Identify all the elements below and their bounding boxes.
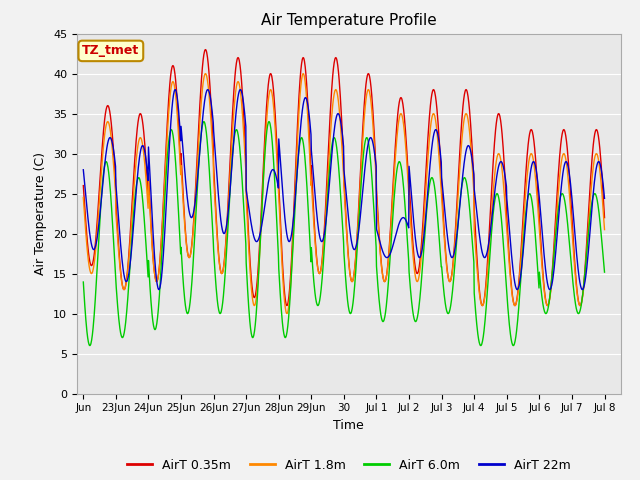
- AirT 1.8m: [510, 301, 518, 307]
- AirT 1.8m: [202, 71, 209, 76]
- AirT 6.0m: [285, 316, 292, 322]
- AirT 0.35m: [424, 135, 432, 141]
- AirT 6.0m: [601, 269, 609, 275]
- AirT 22m: [424, 188, 432, 193]
- AirT 22m: [284, 237, 292, 243]
- AirT 6.0m: [424, 192, 432, 197]
- Line: AirT 22m: AirT 22m: [83, 90, 605, 289]
- AirT 22m: [79, 167, 87, 173]
- AirT 6.0m: [510, 342, 518, 348]
- Line: AirT 6.0m: AirT 6.0m: [83, 121, 605, 346]
- X-axis label: Time: Time: [333, 419, 364, 432]
- Line: AirT 1.8m: AirT 1.8m: [83, 73, 605, 313]
- AirT 6.0m: [195, 161, 203, 167]
- Text: TZ_tmet: TZ_tmet: [82, 44, 140, 58]
- AirT 1.8m: [298, 80, 305, 85]
- AirT 0.35m: [202, 47, 209, 52]
- AirT 0.35m: [297, 67, 305, 73]
- Title: Air Temperature Profile: Air Temperature Profile: [261, 13, 436, 28]
- AirT 1.8m: [555, 182, 563, 188]
- AirT 6.0m: [79, 279, 87, 285]
- AirT 6.0m: [86, 343, 93, 348]
- AirT 0.35m: [510, 300, 518, 306]
- AirT 0.35m: [601, 215, 609, 220]
- AirT 0.35m: [79, 183, 87, 189]
- AirT 0.35m: [284, 299, 292, 305]
- AirT 1.8m: [285, 305, 292, 311]
- AirT 0.35m: [511, 303, 518, 309]
- AirT 0.35m: [555, 163, 563, 169]
- AirT 22m: [510, 272, 518, 278]
- AirT 6.0m: [555, 202, 563, 208]
- AirT 22m: [204, 87, 212, 93]
- AirT 22m: [297, 121, 305, 127]
- AirT 1.8m: [601, 227, 609, 232]
- AirT 22m: [513, 287, 521, 292]
- Line: AirT 0.35m: AirT 0.35m: [83, 49, 605, 306]
- AirT 1.8m: [195, 144, 202, 149]
- AirT 1.8m: [424, 150, 432, 156]
- AirT 6.0m: [200, 119, 208, 124]
- AirT 1.8m: [283, 311, 291, 316]
- Legend: AirT 0.35m, AirT 1.8m, AirT 6.0m, AirT 22m: AirT 0.35m, AirT 1.8m, AirT 6.0m, AirT 2…: [122, 454, 575, 477]
- AirT 22m: [195, 165, 202, 171]
- AirT 22m: [555, 211, 563, 216]
- AirT 0.35m: [195, 129, 202, 135]
- Y-axis label: Air Temperature (C): Air Temperature (C): [35, 152, 47, 275]
- AirT 6.0m: [298, 135, 305, 141]
- AirT 22m: [601, 195, 609, 201]
- AirT 1.8m: [79, 195, 87, 201]
